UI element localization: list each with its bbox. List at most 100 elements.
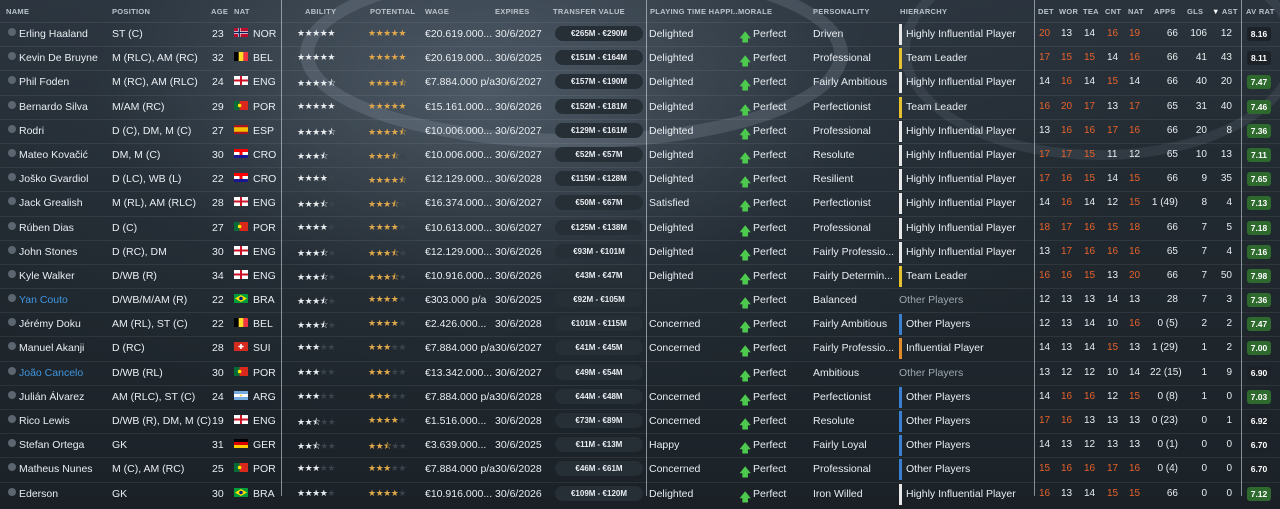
nationality-flag-icon [234,245,248,255]
player-name[interactable]: Bernardo Silva [19,100,88,113]
player-name[interactable]: Phil Foden [19,76,70,89]
table-row[interactable]: Mateo Kovačić DM, M (C) 30 CRO ★★★⯪★ ★★★⯪★ €10… [0,142,1280,167]
col-header-gls[interactable]: GLS [1187,7,1204,16]
player-name[interactable]: Rico Lewis [19,415,70,427]
stat-det: 13 [1039,245,1051,257]
player-status-dot [8,28,16,36]
col-header-morale[interactable]: MORALE [738,7,773,16]
col-header-cnt[interactable]: CNT [1105,7,1122,16]
table-row[interactable]: Stefan Ortega GK 31 GER ★★⯪★★ ★★⯪★★ €3.639.000… [0,433,1280,457]
table-row[interactable]: Erling Haaland ST (C) 23 NOR ★★★★★ ★★★★★ €20.6… [0,22,1280,46]
col-header-potential[interactable]: POTENTIAL [370,7,416,16]
transfer-value-badge: €92M - €105M [555,292,643,308]
ability-stars: ★★★⯪★ [297,199,336,210]
table-row[interactable]: John Stones D (RC), DM 30 ENG ★★★⯪★ ★★★⯪★ €12.… [0,239,1280,264]
morale-up-arrow-icon: 🡅 [739,54,752,69]
player-personality: Perfectionist [813,100,871,113]
player-nationality: CRO [253,148,277,161]
table-row[interactable]: Kyle Walker D/WB (R) 34 ENG ★★★⯪★ ★★★⯪★ €10.91… [0,263,1280,288]
table-row[interactable]: Kevin De Bruyne M (RLC), AM (RC) 32 BEL ★★★★… [0,46,1280,70]
table-row[interactable]: Bernardo Silva M/AM (RC) 29 POR ★★★★★ ★★★★★ €1… [0,94,1280,119]
ability-stars: ★★★★★ [297,487,335,498]
player-name[interactable]: Jack Grealish [19,197,83,210]
morale-up-arrow-icon: 🡅 [739,30,752,44]
table-row[interactable]: Yan Couto D/WB/M/AM (R) 22 BRA ★★★⯪★ ★★★★★ €30… [0,288,1280,312]
stat-gls: 2 [1201,318,1207,330]
stat-ast: 0 [1226,463,1232,475]
player-hierarchy: Other Players [899,366,964,379]
player-name[interactable]: Joško Gvardiol [19,173,89,186]
player-name[interactable]: Ederson [19,487,59,500]
stat-nat: 16 [1129,124,1141,136]
col-header-det[interactable]: DET [1038,7,1054,16]
col-header-nat[interactable]: NAT [234,7,250,16]
col-header-transfer-value[interactable]: TRANSFER VALUE [553,7,625,16]
player-status-dot [8,245,16,254]
col-header-playing-time[interactable]: PLAYING TIME HAPPI... [650,7,741,16]
table-row[interactable]: Rico Lewis D/WB (R), DM, M (C) 19 ENG ★★⯪★★ ★… [0,409,1280,433]
player-name[interactable]: Jérémy Doku [19,318,81,331]
table-row[interactable]: João Cancelo D/WB (RL) 30 POR ★★★★★ ★★★★★ €13.… [0,360,1280,385]
stat-nat: 16 [1129,318,1141,330]
player-hierarchy: Team Leader [906,269,968,282]
table-row[interactable]: Ederson GK 30 BRA ★★★★★ ★★★★★ €10.916.000... 30… [0,481,1280,506]
player-name[interactable]: Stefan Ortega [19,439,85,452]
player-age: 24 [212,390,224,403]
col-header-apps[interactable]: APPS [1154,7,1176,16]
morale-up-arrow-icon: 🡅 [739,465,752,480]
col-header-av-rat[interactable]: AV RAT [1246,7,1275,16]
player-name[interactable]: Julián Álvarez [19,390,85,403]
player-position: AM (RL), ST (C) [112,318,188,331]
player-name[interactable]: Manuel Akanji [19,342,85,355]
col-header-position[interactable]: POSITION [112,7,151,16]
table-row[interactable]: Jack Grealish M (RL), AM (RLC) 28 ENG ★★★⯪★ ★… [0,191,1280,215]
col-header-ability[interactable]: ABILITY [305,7,337,16]
player-name[interactable]: Matheus Nunes [19,463,93,476]
table-row[interactable]: Rodri D (C), DM, M (C) 27 ESP ★★★★⯪ ★★★★⯪ €10.… [0,118,1280,143]
stat-tea: 15 [1084,52,1096,64]
col-header-wage[interactable]: WAGE [425,7,450,16]
potential-stars: ★★★★★ [368,342,406,353]
player-name[interactable]: Erling Haaland [19,28,88,40]
average-rating-badge: 8.16 [1247,27,1271,41]
player-name[interactable]: Rúben Dias [19,221,74,234]
table-row[interactable]: Rúben Dias D (C) 27 POR ★★★★★ ★★★★★ €10.613.00… [0,215,1280,240]
stat-ast: 35 [1220,173,1232,185]
col-header-nat-stat[interactable]: NAT [1128,7,1144,16]
table-row[interactable]: Matheus Nunes M (C), AM (RC) 25 POR ★★★★★ ★★★… [0,457,1280,481]
col-header-wor[interactable]: WOR [1059,7,1079,16]
table-row[interactable]: Phil Foden M (RC), AM (RLC) 24 ENG ★★★★⯪ ★★★★… [0,70,1280,94]
col-header-ast[interactable]: ▼ AST [1212,7,1238,16]
stat-tea: 14 [1084,197,1096,209]
player-name[interactable]: Yan Couto [19,294,68,307]
col-header-personality[interactable]: PERSONALITY [813,7,870,16]
stat-ast: 9 [1226,366,1232,378]
morale-up-arrow-icon: 🡅 [739,320,752,335]
player-name[interactable]: Mateo Kovačić [19,148,88,161]
player-name[interactable]: Kyle Walker [19,269,75,282]
col-header-tea[interactable]: TEA [1083,7,1099,16]
player-name[interactable]: Kevin De Bruyne [19,52,98,65]
table-row[interactable]: Jérémy Doku AM (RL), ST (C) 22 BEL ★★★⯪★ ★★★★… [0,312,1280,336]
table-row[interactable]: Julián Álvarez AM (RLC), ST (C) 24 ARG ★★★★★… [0,384,1280,409]
stat-det: 17 [1039,415,1051,426]
stat-det: 18 [1039,221,1051,233]
col-header-name[interactable]: NAME [6,7,30,16]
col-header-age[interactable]: AGE [211,7,229,16]
stat-apps: 0 (5) [1157,318,1178,330]
player-morale: Perfect [753,28,787,40]
table-row[interactable]: Manuel Akanji D (RC) 28 SUI ★★★★★ ★★★★★ €7.884… [0,336,1280,360]
col-header-hierarchy[interactable]: HIERARCHY [900,7,948,16]
contract-expires: 30/6/2027 [495,28,542,40]
player-name[interactable]: João Cancelo [19,366,84,379]
player-status-dot [8,100,16,109]
nationality-flag-icon [234,148,248,158]
player-name[interactable]: John Stones [19,245,78,258]
player-name[interactable]: Rodri [19,124,45,137]
stat-ast: 2 [1226,318,1232,330]
transfer-value-badge: €50M - €67M [555,195,643,211]
table-row[interactable]: Joško Gvardiol D (LC), WB (L) 22 CRO ★★★★★ ★★… [0,167,1280,191]
player-wage: €20.619.000... [425,52,493,65]
col-header-expires[interactable]: EXPIRES [495,7,530,16]
player-personality: Resilient [813,173,854,186]
